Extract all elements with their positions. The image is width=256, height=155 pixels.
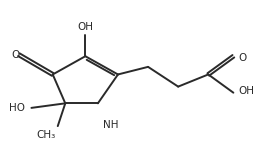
- Text: CH₃: CH₃: [37, 130, 56, 140]
- Text: O: O: [12, 50, 20, 60]
- Text: OH: OH: [238, 86, 254, 96]
- Text: OH: OH: [77, 22, 93, 32]
- Text: O: O: [238, 53, 247, 63]
- Text: NH: NH: [103, 120, 118, 130]
- Text: HO: HO: [9, 103, 25, 113]
